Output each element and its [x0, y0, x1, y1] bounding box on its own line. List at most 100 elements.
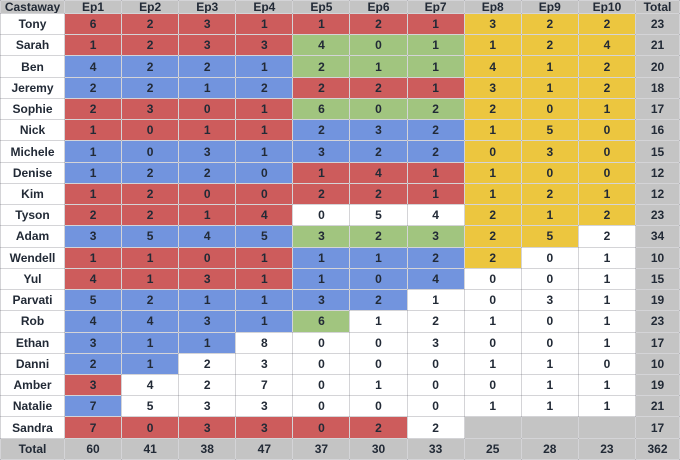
value-cell-ep4: 2 — [235, 76, 294, 99]
value-cell-ep10: 1 — [577, 97, 637, 121]
castaway-name: Adam — [0, 225, 65, 248]
value-cell-ep2: 1 — [121, 267, 180, 291]
table-row-wendell: Wendell 1 1 0 1 1 1 2 2 0 1 10 — [0, 246, 680, 269]
value-cell-ep6: 2 — [349, 289, 408, 312]
column-total-ep2: 41 — [121, 437, 180, 460]
value-cell-ep10: 0 — [577, 352, 637, 375]
value-cell-ep2: 1 — [121, 246, 180, 269]
value-cell-ep1: 1 — [63, 119, 123, 142]
value-cell-ep4: 1 — [235, 289, 294, 312]
value-cell-ep1: 7 — [63, 395, 123, 418]
table-row-adam: Adam 3 5 4 5 3 2 3 2 5 2 34 — [0, 225, 680, 248]
value-cell-ep4: 1 — [235, 12, 294, 36]
value-cell-ep8 — [463, 416, 522, 439]
value-cell-ep3: 1 — [178, 119, 237, 142]
table-row-nick: Nick 1 0 1 1 2 3 2 1 5 0 16 — [0, 119, 680, 142]
value-cell-ep2: 2 — [121, 182, 180, 206]
value-cell-ep3: 0 — [178, 182, 237, 206]
row-total-cell: 20 — [635, 55, 680, 78]
value-cell-ep1: 2 — [63, 204, 123, 227]
value-cell-ep10: 1 — [577, 246, 637, 269]
value-cell-ep9: 3 — [520, 289, 579, 312]
column-header-castaway: Castaway — [0, 0, 65, 14]
value-cell-ep6: 2 — [349, 12, 408, 36]
column-header-ep10: Ep10 — [577, 0, 637, 14]
value-cell-ep4: 1 — [235, 140, 294, 163]
value-cell-ep2: 2 — [121, 289, 180, 312]
column-header-total: Total — [635, 0, 680, 14]
value-cell-ep7: 1 — [406, 34, 465, 57]
value-cell-ep5: 0 — [292, 204, 351, 227]
row-total-cell: 18 — [635, 76, 680, 99]
table-row-total: Total 60 41 38 47 37 30 33 25 28 23 362 — [0, 437, 680, 460]
value-cell-ep5: 1 — [292, 161, 351, 184]
value-cell-ep4: 1 — [235, 246, 294, 269]
table-row-sarah: Sarah 1 2 3 3 4 0 1 1 2 4 21 — [0, 34, 680, 57]
value-cell-ep4: 3 — [235, 34, 294, 57]
value-cell-ep3: 1 — [178, 76, 237, 99]
row-total-cell: 17 — [635, 331, 680, 354]
value-cell-ep4: 7 — [235, 373, 294, 397]
castaway-name: Jeremy — [0, 76, 65, 99]
castaway-name: Sarah — [0, 34, 65, 57]
value-cell-ep9: 0 — [520, 246, 579, 269]
value-cell-ep8: 1 — [463, 34, 522, 57]
table-body: Tony 6 2 3 1 1 2 1 3 2 2 23 Sarah 1 2 3 3 4 0 1 1 2 4 21 Ben 4 2 2 1… — [0, 12, 680, 460]
value-cell-ep7: 3 — [406, 331, 465, 354]
row-total-cell: 15 — [635, 140, 680, 163]
value-cell-ep2: 1 — [121, 352, 180, 375]
value-cell-ep3: 3 — [178, 267, 237, 291]
value-cell-ep8: 3 — [463, 76, 522, 99]
value-cell-ep8: 4 — [463, 55, 522, 78]
column-header-ep5: Ep5 — [292, 0, 351, 14]
value-cell-ep10: 1 — [577, 267, 637, 291]
value-cell-ep8: 1 — [463, 352, 522, 375]
value-cell-ep9: 2 — [520, 12, 579, 36]
column-total-ep3: 38 — [178, 437, 237, 460]
value-cell-ep9: 1 — [520, 55, 579, 78]
value-cell-ep9: 1 — [520, 373, 579, 397]
value-cell-ep1: 1 — [63, 140, 123, 163]
value-cell-ep5: 3 — [292, 289, 351, 312]
value-cell-ep8: 3 — [463, 12, 522, 36]
column-header-ep2: Ep2 — [121, 0, 180, 14]
value-cell-ep4: 3 — [235, 352, 294, 375]
value-cell-ep2: 2 — [121, 204, 180, 227]
value-cell-ep10: 1 — [577, 182, 637, 206]
value-cell-ep2: 0 — [121, 119, 180, 142]
value-cell-ep7: 1 — [406, 182, 465, 206]
row-total-cell: 23 — [635, 12, 680, 36]
column-total-ep8: 25 — [463, 437, 522, 460]
row-total-cell: 34 — [635, 225, 680, 248]
value-cell-ep2: 2 — [121, 34, 180, 57]
row-total-cell: 17 — [635, 97, 680, 121]
value-cell-ep4: 1 — [235, 97, 294, 121]
value-cell-ep8: 0 — [463, 267, 522, 291]
value-cell-ep1: 1 — [63, 161, 123, 184]
value-cell-ep5: 2 — [292, 76, 351, 99]
value-cell-ep10: 0 — [577, 140, 637, 163]
value-cell-ep3: 0 — [178, 97, 237, 121]
table-row-tyson: Tyson 2 2 1 4 0 5 4 2 1 2 23 — [0, 204, 680, 227]
castaway-name: Amber — [0, 373, 65, 397]
grand-total-cell: 362 — [635, 437, 680, 460]
value-cell-ep9: 2 — [520, 34, 579, 57]
value-cell-ep6: 0 — [349, 267, 408, 291]
value-cell-ep6: 0 — [349, 97, 408, 121]
column-header-ep3: Ep3 — [178, 0, 237, 14]
value-cell-ep5: 1 — [292, 267, 351, 291]
value-cell-ep3: 3 — [178, 140, 237, 163]
castaway-name: Wendell — [0, 246, 65, 269]
table-row-tony: Tony 6 2 3 1 1 2 1 3 2 2 23 — [0, 12, 680, 36]
value-cell-ep3: 3 — [178, 395, 237, 418]
value-cell-ep1: 2 — [63, 76, 123, 99]
value-cell-ep9: 0 — [520, 97, 579, 121]
value-cell-ep5: 0 — [292, 373, 351, 397]
table-row-jeremy: Jeremy 2 2 1 2 2 2 1 3 1 2 18 — [0, 76, 680, 99]
table-row-natalie: Natalie 7 5 3 3 0 0 0 1 1 1 21 — [0, 395, 680, 418]
value-cell-ep1: 2 — [63, 97, 123, 121]
value-cell-ep5: 4 — [292, 34, 351, 57]
value-cell-ep7: 2 — [406, 310, 465, 333]
column-total-ep7: 33 — [406, 437, 465, 460]
value-cell-ep5: 2 — [292, 119, 351, 142]
